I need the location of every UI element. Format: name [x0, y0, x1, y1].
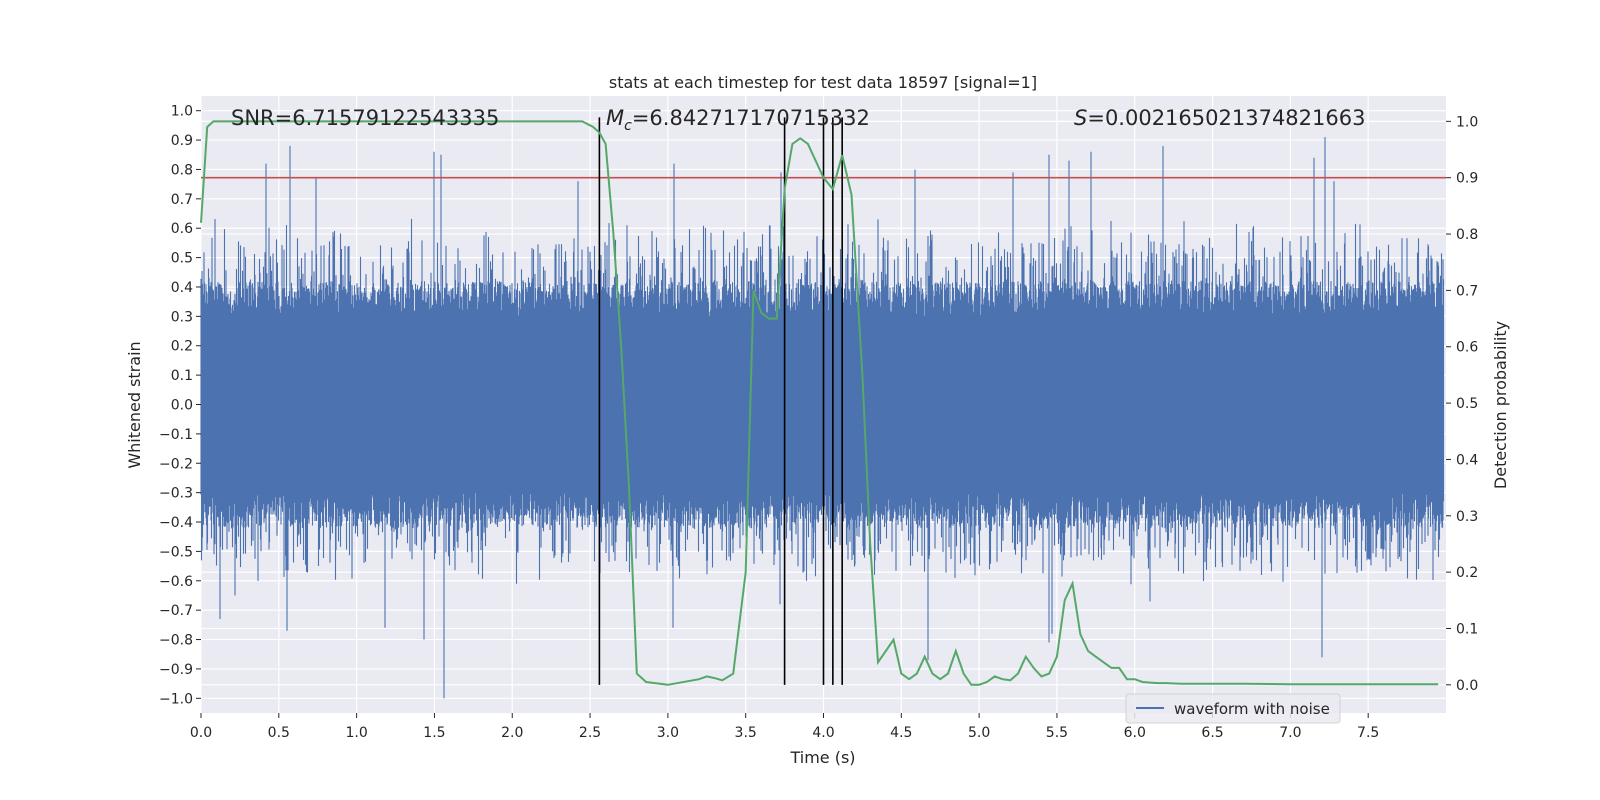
y-right-tick-label: 0.3 — [1456, 509, 1478, 525]
x-tick-label: 0.0 — [190, 725, 212, 741]
y-left-tick-label: 0.5 — [171, 251, 193, 267]
legend-box — [1125, 693, 1341, 724]
y-right-tick-label: 0.4 — [1456, 452, 1478, 468]
y-left-tick-label: 0.0 — [171, 398, 193, 414]
y-left-tick-label: −0.5 — [159, 544, 193, 560]
x-tick-label: 4.5 — [890, 725, 912, 741]
y-left-tick-label: 0.7 — [171, 192, 193, 208]
x-tick-label: 4.0 — [812, 725, 834, 741]
x-tick-label: 6.5 — [1201, 725, 1223, 741]
detection-probability-line — [200, 120, 1439, 686]
y-right-tick-label: 0.9 — [1456, 171, 1478, 187]
y-right-axis-label: Detection probability — [1491, 321, 1510, 489]
x-tick-label: 3.0 — [657, 725, 679, 741]
x-tick-label: 5.0 — [968, 725, 990, 741]
y-left-tick-label: −0.1 — [159, 427, 193, 443]
y-right-tick-label: 0.8 — [1456, 227, 1478, 243]
x-tick-label: 2.0 — [501, 725, 523, 741]
x-tick-label: 1.5 — [423, 725, 445, 741]
y-right-tick-label: 0.1 — [1456, 621, 1478, 637]
x-axis-ticks: 0.0 0.5 1.0 1.5 2.0 2.5 3.0 3.5 4.0 4.5 5.0 5.5 6.0 6… — [190, 713, 1379, 741]
y-right-tick-label: 1.0 — [1456, 114, 1478, 130]
y-left-tick-label: 0.2 — [171, 339, 193, 355]
waveform-series — [200, 137, 1445, 699]
y-left-tick-label: −0.2 — [159, 456, 193, 472]
y-right-tick-label: 0.6 — [1456, 340, 1478, 356]
y-left-tick-label: 0.3 — [171, 309, 193, 325]
y-left-axis-label: Whitened strain — [125, 341, 144, 468]
y-left-tick-label: 0.4 — [171, 280, 193, 296]
x-axis-label: Time (s) — [789, 748, 855, 767]
chirp-mass-subscript: c — [624, 118, 632, 134]
y-left-tick-label: 0.6 — [171, 221, 193, 237]
legend: waveform with noise — [1125, 693, 1341, 724]
s-symbol: S — [1074, 106, 1087, 130]
legend-label: waveform with noise — [1174, 700, 1330, 718]
y-left-tick-label: −0.6 — [159, 574, 193, 590]
y-left-tick-label: 1.0 — [171, 104, 193, 120]
x-tick-label: 7.0 — [1279, 725, 1301, 741]
x-tick-label: 2.5 — [579, 725, 601, 741]
y-left-tick-label: 0.9 — [171, 133, 193, 149]
s-annotation: S=0.002165021374821663 — [1074, 106, 1365, 130]
y-left-tick-label: 0.8 — [171, 162, 193, 178]
snr-annotation: SNR=6.71579122543335 — [231, 106, 499, 130]
y-right-axis-ticks: 1.0 0.9 0.8 0.7 0.6 0.5 0.4 0.3 0.2 0.1 0.0 — [1446, 114, 1478, 694]
x-tick-label: 3.5 — [735, 725, 757, 741]
y-right-tick-label: 0.5 — [1456, 396, 1478, 412]
y-left-axis-ticks: 1.0 0.9 0.8 0.7 0.6 0.5 0.4 0.3 0.2 0.1 0.0 −0.1 −0.… — [159, 104, 201, 707]
x-tick-label: 6.0 — [1124, 725, 1146, 741]
s-value: =0.002165021374821663 — [1087, 106, 1365, 130]
chirp-mass-annotation: Mc=6.842717170715332 — [606, 106, 870, 134]
y-left-tick-label: −0.3 — [159, 486, 193, 502]
y-right-tick-label: 0.2 — [1456, 565, 1478, 581]
y-left-tick-label: −1.0 — [159, 691, 193, 707]
y-left-tick-label: −0.4 — [159, 515, 193, 531]
chirp-mass-symbol: M — [606, 106, 624, 130]
y-left-tick-label: −0.7 — [159, 603, 193, 619]
chirp-mass-value: =6.842717170715332 — [632, 106, 870, 130]
y-left-tick-label: −0.9 — [159, 662, 193, 678]
x-tick-label: 5.5 — [1046, 725, 1068, 741]
vertical-markers — [598, 117, 843, 685]
y-right-tick-label: 0.7 — [1456, 283, 1478, 299]
y-left-tick-label: 0.1 — [171, 368, 193, 384]
y-right-tick-label: 0.0 — [1456, 678, 1478, 694]
x-tick-label: 0.5 — [268, 725, 290, 741]
x-tick-label: 7.5 — [1357, 725, 1379, 741]
chart-title: stats at each timestep for test data 185… — [609, 73, 1037, 92]
y-left-tick-label: −0.8 — [159, 633, 193, 649]
waveform-trace — [200, 137, 1445, 699]
x-tick-label: 1.0 — [345, 725, 367, 741]
